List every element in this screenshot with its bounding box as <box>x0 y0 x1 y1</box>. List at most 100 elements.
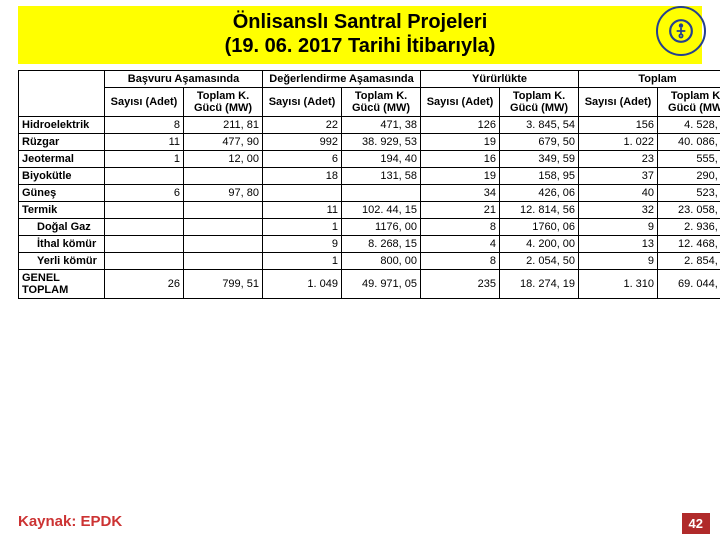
table-row: Güneş697, 80 34426, 0640523, 86 <box>19 185 720 202</box>
cell: 12. 468, 15 <box>658 236 720 253</box>
table-head: Başvuru Aşamasında Değerlendirme Aşaması… <box>19 71 720 117</box>
cell: 6 <box>263 151 342 168</box>
cell: 11 <box>105 134 184 151</box>
cell: 156 <box>579 117 658 134</box>
cell <box>184 236 263 253</box>
cell: 3. 845, 54 <box>500 117 579 134</box>
cell: 40. 086, 93 <box>658 134 720 151</box>
row-label: Rüzgar <box>19 134 105 151</box>
table-row: Termik11102. 44, 152112. 814, 563223. 05… <box>19 202 720 219</box>
cell: 211, 81 <box>184 117 263 134</box>
cell: 8 <box>105 117 184 134</box>
table-row: Hidroelektrik8211, 8122471, 381263. 845,… <box>19 117 720 134</box>
row-label: Hidroelektrik <box>19 117 105 134</box>
cell: 992 <box>263 134 342 151</box>
cell: 126 <box>421 117 500 134</box>
row-label: Biyokütle <box>19 168 105 185</box>
row-label: Termik <box>19 202 105 219</box>
cell <box>105 202 184 219</box>
cell: 1. 022 <box>579 134 658 151</box>
table-row: İthal kömür98. 268, 1544. 200, 001312. 4… <box>19 236 720 253</box>
cell: 8 <box>421 219 500 236</box>
cell: 97, 80 <box>184 185 263 202</box>
cell: 523, 86 <box>658 185 720 202</box>
cell <box>184 253 263 270</box>
cell: 1 <box>263 253 342 270</box>
cell <box>184 219 263 236</box>
logo-icon <box>668 18 694 44</box>
row-label: Yerli kömür <box>19 253 105 270</box>
cell: 2. 936, 06 <box>658 219 720 236</box>
row-label: Doğal Gaz <box>19 219 105 236</box>
logo <box>656 6 706 56</box>
sub-header: Sayısı (Adet) <box>421 88 500 117</box>
row-label: Jeotermal <box>19 151 105 168</box>
cell: 12. 814, 56 <box>500 202 579 219</box>
cell: 1176, 00 <box>342 219 421 236</box>
table-row: Doğal Gaz11176, 0081760, 0692. 936, 06 <box>19 219 720 236</box>
cell: 37 <box>579 168 658 185</box>
cell: 2. 854, 50 <box>658 253 720 270</box>
cell <box>105 253 184 270</box>
cell: 477, 90 <box>184 134 263 151</box>
cell <box>105 219 184 236</box>
cell: 8 <box>421 253 500 270</box>
cell: 426, 06 <box>500 185 579 202</box>
group-header: Toplam <box>579 71 720 88</box>
cell: 38. 929, 53 <box>342 134 421 151</box>
cell: 799, 51 <box>184 270 263 299</box>
sub-header: Toplam K. Gücü (MW) <box>184 88 263 117</box>
cell: 12, 00 <box>184 151 263 168</box>
cell: 1 <box>105 151 184 168</box>
sub-header: Sayısı (Adet) <box>579 88 658 117</box>
title-line-2: (19. 06. 2017 Tarihi İtibarıyla) <box>225 35 496 57</box>
table-row: Rüzgar11477, 9099238. 929, 5319679, 501.… <box>19 134 720 151</box>
cell: 69. 044, 75 <box>658 270 720 299</box>
table-row: Jeotermal112, 006194, 4016349, 5923555, … <box>19 151 720 168</box>
page-number: 42 <box>682 513 710 534</box>
cell: 19 <box>421 134 500 151</box>
cell <box>184 202 263 219</box>
cell: 194, 40 <box>342 151 421 168</box>
cell: 102. 44, 15 <box>342 202 421 219</box>
cell: 40 <box>579 185 658 202</box>
sub-header: Toplam K. Gücü (MW) <box>500 88 579 117</box>
cell: 22 <box>263 117 342 134</box>
cell: 131, 58 <box>342 168 421 185</box>
cell: 9 <box>579 253 658 270</box>
row-label: İthal kömür <box>19 236 105 253</box>
cell: 21 <box>421 202 500 219</box>
cell: 679, 50 <box>500 134 579 151</box>
cell: 800, 00 <box>342 253 421 270</box>
data-table: Başvuru Aşamasında Değerlendirme Aşaması… <box>18 70 720 299</box>
cell: 16 <box>421 151 500 168</box>
cell <box>105 168 184 185</box>
cell: 555, 99 <box>658 151 720 168</box>
cell: 19 <box>421 168 500 185</box>
cell: 158, 95 <box>500 168 579 185</box>
sub-header: Toplam K. Gücü (MW) <box>658 88 720 117</box>
cell: 18 <box>263 168 342 185</box>
cell: 290, 54 <box>658 168 720 185</box>
cell: 4. 200, 00 <box>500 236 579 253</box>
cell: 34 <box>421 185 500 202</box>
cell: 471, 38 <box>342 117 421 134</box>
row-label: GENEL TOPLAM <box>19 270 105 299</box>
cell <box>342 185 421 202</box>
row-label: Güneş <box>19 185 105 202</box>
cell: 9 <box>263 236 342 253</box>
cell: 23. 058, 71 <box>658 202 720 219</box>
table-row: Yerli kömür 1800, 0082. 054, 5092. 854, 5… <box>19 253 720 270</box>
cell: 349, 59 <box>500 151 579 168</box>
cell: 9 <box>579 219 658 236</box>
cell: 2. 054, 50 <box>500 253 579 270</box>
cell: 235 <box>421 270 500 299</box>
cell: 6 <box>105 185 184 202</box>
cell: 4 <box>421 236 500 253</box>
cell: 26 <box>105 270 184 299</box>
cell: 13 <box>579 236 658 253</box>
cell <box>105 236 184 253</box>
cell: 23 <box>579 151 658 168</box>
table-body: Hidroelektrik8211, 8122471, 381263. 845,… <box>19 117 720 299</box>
title-line-1: Önlisanslı Santral Projeleri <box>233 11 488 33</box>
